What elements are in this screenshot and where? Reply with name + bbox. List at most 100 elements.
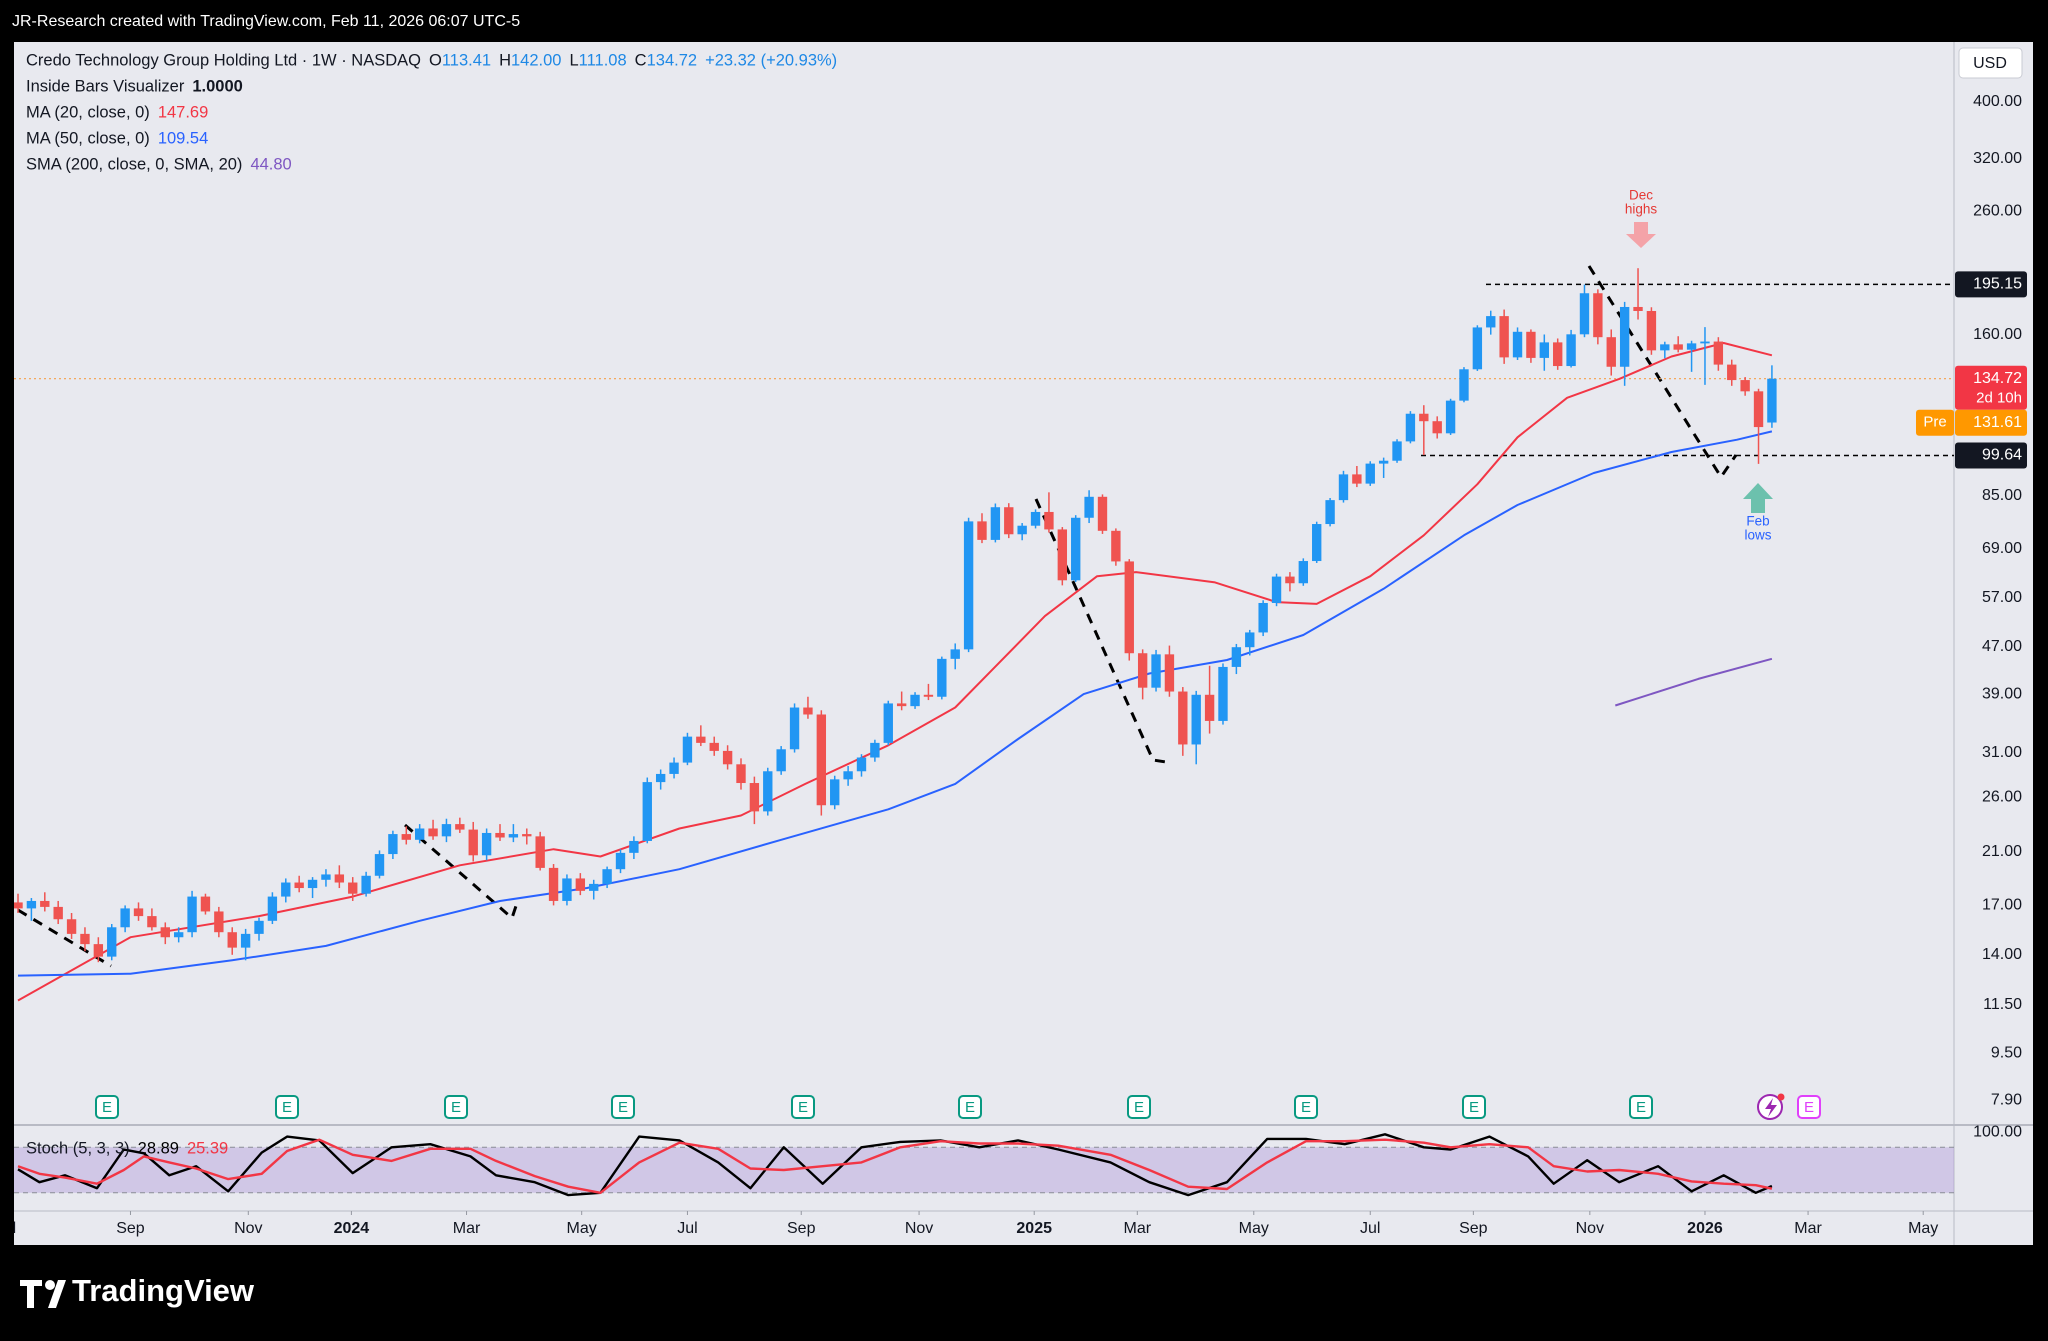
candle-body	[1700, 341, 1710, 344]
y-tick-label: 100.00	[1973, 1123, 2022, 1140]
candle-body	[642, 782, 652, 841]
stoch-legend: Stoch (5, 3, 3)	[26, 1139, 130, 1157]
currency-box[interactable]	[1958, 47, 2023, 79]
legend-ohlc-value: 134.72	[647, 51, 697, 69]
x-tick-label: 2024	[334, 1220, 370, 1237]
x-tick-label: Mar	[1794, 1220, 1822, 1237]
candle-body	[1312, 524, 1322, 562]
x-tick-label: Jul	[677, 1220, 697, 1237]
x-tick-label: Jul	[1360, 1220, 1380, 1237]
candle-body	[1392, 441, 1402, 461]
stoch-legend-value: 28.89	[138, 1139, 179, 1157]
candle-body	[963, 521, 974, 650]
earnings-marker	[958, 1095, 982, 1119]
x-tick-label: Sep	[1459, 1220, 1488, 1237]
candle-body	[1044, 511, 1054, 530]
x-tick-label: Jul	[0, 1220, 16, 1237]
candle-body	[1178, 691, 1188, 745]
candle-body	[1352, 474, 1362, 484]
candle-body	[682, 736, 693, 763]
candle-body	[388, 834, 398, 855]
candle-body	[803, 707, 813, 715]
candle-body	[14, 902, 23, 909]
legend-ohlc-key: C	[635, 51, 647, 69]
candle-body	[789, 707, 800, 750]
price-tag-prefix: Pre	[1923, 414, 1946, 431]
y-tick-label: 14.00	[1982, 946, 2022, 963]
candle-body	[1713, 341, 1724, 365]
candle-body	[843, 771, 853, 780]
earnings-label: E	[1301, 1099, 1311, 1116]
chart-background	[14, 42, 2033, 1245]
candle-body	[40, 900, 50, 907]
candle-body	[1071, 517, 1081, 581]
y-tick-label: 39.00	[1982, 685, 2022, 702]
candle-body	[1204, 694, 1215, 721]
annotation-arrow	[1743, 483, 1773, 513]
candle-body	[1660, 344, 1670, 351]
y-tick-label: 85.00	[1982, 487, 2022, 504]
candle-body	[414, 828, 425, 840]
candle-body	[722, 750, 733, 765]
candle-body	[1405, 413, 1416, 442]
candle-body	[200, 896, 211, 912]
annotation-text: lows	[1744, 528, 1771, 543]
earnings-label: E	[282, 1099, 292, 1116]
annotation-text: highs	[1625, 202, 1658, 217]
annotation-text: Dec	[1629, 188, 1653, 203]
y-tick-label: 160.00	[1973, 326, 2022, 343]
event-icon	[1765, 1098, 1777, 1117]
candle-body	[281, 882, 291, 897]
candle-body	[107, 927, 117, 957]
indicator-line	[1614, 657, 1773, 707]
price-tag-value: 195.15	[1973, 276, 2022, 293]
candle-body	[937, 658, 947, 697]
legend-value: 44.80	[250, 155, 291, 173]
candle-body	[562, 878, 572, 901]
legend-entry: MA (20, close, 0)	[26, 103, 150, 121]
x-tick-label: Sep	[116, 1220, 145, 1237]
candle-body	[1004, 507, 1014, 535]
x-tick-label: 2025	[1016, 1220, 1052, 1237]
candle-body	[1566, 334, 1576, 367]
candle-body	[1030, 511, 1041, 526]
candle-body	[1245, 632, 1255, 648]
candle-body	[602, 869, 612, 884]
legend-ohlc-value: 111.08	[579, 51, 627, 69]
candle-body	[508, 834, 519, 838]
time-axis: Jul Sep Nov 2024 Mar May Jul Sep Nov 2025 Mar May Ju…	[0, 1211, 1938, 1237]
candle-body	[749, 783, 760, 812]
candle-body	[1740, 380, 1750, 392]
logo-mark	[20, 1280, 42, 1308]
candle-body	[1137, 653, 1148, 688]
candle-body	[53, 906, 63, 920]
candle-body	[1271, 576, 1282, 603]
candle-body	[522, 834, 532, 837]
candle-body	[1753, 391, 1764, 428]
candle-body	[1017, 525, 1027, 535]
candle-body	[1512, 331, 1523, 358]
candle-body	[977, 521, 987, 540]
price-tag-countdown: 2d 10h	[1976, 390, 2022, 407]
credit: JR-Research created with TradingView.com…	[12, 13, 520, 30]
candle-body	[120, 908, 130, 928]
candle-body	[1218, 666, 1228, 721]
legend-entry: SMA (200, close, 0, SMA, 20)	[26, 155, 242, 173]
x-tick-label: Nov	[234, 1220, 262, 1237]
candle-body	[776, 749, 786, 772]
candle-body	[1619, 306, 1630, 367]
candle-body	[923, 694, 934, 697]
x-tick-label: May	[567, 1220, 597, 1237]
y-tick-label: 260.00	[1973, 203, 2022, 220]
candle-body	[441, 824, 452, 837]
candle-body	[763, 771, 773, 812]
candle-body	[1365, 463, 1375, 484]
earnings-marker	[275, 1095, 299, 1119]
y-tick-label: 320.00	[1973, 150, 2022, 167]
candle-body	[575, 878, 586, 891]
candle-body	[816, 714, 827, 806]
candle-body	[374, 854, 385, 876]
candle-body	[267, 896, 278, 921]
candle-body	[1151, 654, 1161, 688]
